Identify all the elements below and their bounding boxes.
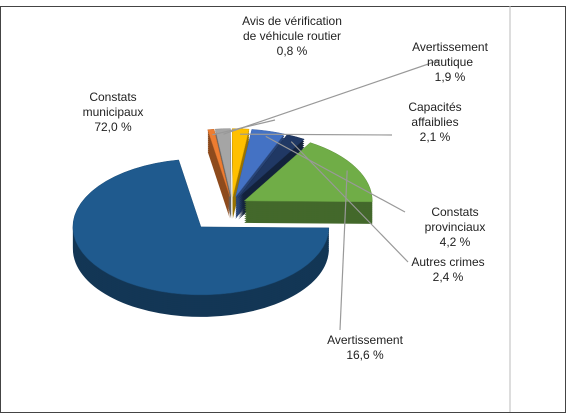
leader-line	[339, 170, 348, 331]
data-label: Constats provinciaux 4,2 %	[400, 205, 510, 250]
slice-side	[207, 135, 230, 203]
slice-side	[207, 149, 230, 217]
label-name: Constats municipaux	[82, 90, 144, 119]
slice-side	[207, 133, 230, 201]
label-value: 2,1 %	[419, 130, 451, 144]
slice	[207, 128, 231, 197]
label-value: 16,6 %	[346, 348, 384, 362]
leader-line	[265, 135, 406, 213]
data-label: Capacités affaiblies 2,1 %	[388, 100, 483, 145]
label-value: 0,8 %	[276, 44, 308, 58]
label-value: 2,4 %	[432, 270, 464, 284]
label-name: Constats provinciaux	[424, 205, 486, 234]
slice	[243, 142, 373, 203]
slice-side	[207, 147, 230, 215]
slice-side	[207, 139, 230, 207]
label-name: Avis de vérification de véhicule routier	[242, 14, 342, 43]
label-value: 4,2 %	[439, 235, 471, 249]
data-label: Avertissement nautique 1,9 %	[390, 40, 510, 85]
slice-side	[207, 145, 230, 213]
label-name: Avertissement nautique	[412, 40, 488, 69]
label-name: Capacités affaiblies	[408, 100, 462, 129]
label-name: Autres crimes	[411, 255, 485, 269]
data-label: Autres crimes 2,4 %	[401, 255, 496, 285]
label-value: 1,9 %	[434, 70, 466, 84]
slice-side	[207, 131, 230, 199]
slice-side	[207, 137, 230, 205]
slice-side	[207, 143, 230, 211]
slice-side	[207, 151, 230, 219]
leader-line	[290, 141, 409, 263]
data-label: Avis de vérification de véhicule routier…	[242, 14, 342, 59]
label-value: 72,0 %	[94, 120, 132, 134]
pie	[72, 128, 373, 317]
frame	[0, 6, 566, 413]
slice	[214, 128, 232, 197]
data-label: Avertissement 16,6 %	[300, 333, 430, 363]
leader-line	[240, 133, 393, 136]
leader-line	[223, 59, 441, 135]
slice	[72, 159, 330, 296]
slice-side	[207, 141, 230, 209]
label-name: Avertissement	[327, 333, 403, 347]
data-label: Constats municipaux 72,0 %	[66, 90, 161, 135]
